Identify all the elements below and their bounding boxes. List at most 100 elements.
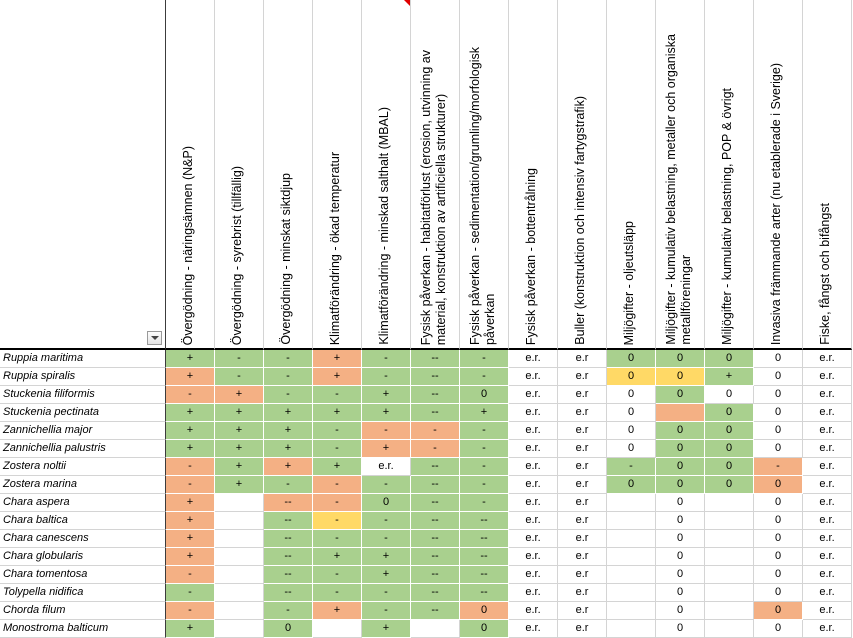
impact-cell[interactable]: + (215, 386, 264, 404)
impact-cell[interactable]: 0 (656, 350, 705, 368)
impact-cell[interactable] (215, 530, 264, 548)
impact-cell[interactable]: + (166, 548, 215, 566)
impact-cell[interactable]: 0 (656, 602, 705, 620)
impact-cell[interactable] (705, 548, 754, 566)
impact-cell[interactable]: e.r. (803, 512, 852, 530)
impact-cell[interactable]: e.r (558, 458, 607, 476)
impact-cell[interactable]: 0 (264, 620, 313, 638)
impact-cell[interactable]: - (313, 512, 362, 530)
impact-cell[interactable]: - (362, 350, 411, 368)
impact-cell[interactable]: e.r. (509, 440, 558, 458)
impact-cell[interactable]: + (166, 530, 215, 548)
impact-cell[interactable] (607, 530, 656, 548)
impact-cell[interactable]: 0 (656, 368, 705, 386)
column-header-14[interactable]: Fiske, fångst och bifångst (803, 0, 852, 350)
impact-cell[interactable]: -- (460, 584, 509, 602)
impact-cell[interactable]: + (166, 440, 215, 458)
species-name-cell[interactable]: Stuckenia filiformis (0, 386, 166, 404)
impact-cell[interactable] (215, 584, 264, 602)
impact-cell[interactable]: + (215, 404, 264, 422)
impact-cell[interactable]: - (313, 440, 362, 458)
impact-cell[interactable]: e.r. (803, 458, 852, 476)
impact-cell[interactable]: -- (411, 476, 460, 494)
impact-cell[interactable]: e.r. (509, 458, 558, 476)
column-header-3[interactable]: Övergödning - minskat siktdjup (264, 0, 313, 350)
impact-cell[interactable]: - (362, 368, 411, 386)
impact-cell[interactable]: + (362, 386, 411, 404)
impact-cell[interactable]: 0 (705, 350, 754, 368)
impact-cell[interactable]: e.r. (509, 386, 558, 404)
impact-cell[interactable]: 0 (754, 404, 803, 422)
impact-cell[interactable]: e.r (558, 350, 607, 368)
impact-cell[interactable]: -- (411, 494, 460, 512)
impact-cell[interactable]: e.r (558, 512, 607, 530)
impact-cell[interactable]: - (411, 422, 460, 440)
impact-cell[interactable]: 0 (656, 530, 705, 548)
impact-cell[interactable]: + (705, 368, 754, 386)
impact-cell[interactable]: e.r. (509, 494, 558, 512)
impact-cell[interactable]: - (460, 350, 509, 368)
impact-cell[interactable]: e.r. (509, 512, 558, 530)
column-header-2[interactable]: Övergödning - syrebrist (tillfällig) (215, 0, 264, 350)
impact-cell[interactable]: 0 (705, 386, 754, 404)
impact-cell[interactable]: -- (411, 512, 460, 530)
impact-cell[interactable]: 0 (754, 386, 803, 404)
column-header-12[interactable]: Miljögifter - kumulativ belastning, POP … (705, 0, 754, 350)
impact-cell[interactable]: e.r. (803, 440, 852, 458)
species-name-cell[interactable]: Chara aspera (0, 494, 166, 512)
species-name-cell[interactable]: Chara tomentosa (0, 566, 166, 584)
impact-cell[interactable]: e.r. (803, 476, 852, 494)
column-header-7[interactable]: Fysisk påverkan - sedimentation/grumling… (460, 0, 509, 350)
impact-cell[interactable]: - (460, 476, 509, 494)
impact-cell[interactable]: 0 (754, 476, 803, 494)
impact-cell[interactable]: e.r (558, 386, 607, 404)
impact-cell[interactable]: 0 (656, 620, 705, 638)
impact-cell[interactable]: + (313, 548, 362, 566)
species-name-cell[interactable]: Chara canescens (0, 530, 166, 548)
impact-cell[interactable]: - (313, 494, 362, 512)
impact-cell[interactable]: e.r (558, 440, 607, 458)
impact-cell[interactable]: + (215, 422, 264, 440)
impact-cell[interactable]: e.r. (803, 422, 852, 440)
impact-cell[interactable]: 0 (754, 548, 803, 566)
impact-cell[interactable]: - (362, 602, 411, 620)
impact-cell[interactable]: e.r. (362, 458, 411, 476)
impact-cell[interactable]: -- (460, 548, 509, 566)
impact-cell[interactable]: + (264, 458, 313, 476)
impact-cell[interactable] (215, 620, 264, 638)
impact-cell[interactable]: e.r. (509, 566, 558, 584)
impact-cell[interactable] (215, 494, 264, 512)
impact-cell[interactable]: 0 (754, 422, 803, 440)
impact-cell[interactable]: 0 (362, 494, 411, 512)
impact-cell[interactable]: 0 (705, 422, 754, 440)
impact-cell[interactable]: e.r. (509, 548, 558, 566)
column-header-8[interactable]: Fysisk påverkan - bottentrålning (509, 0, 558, 350)
impact-cell[interactable]: 0 (754, 566, 803, 584)
impact-cell[interactable]: - (166, 458, 215, 476)
impact-cell[interactable]: - (754, 458, 803, 476)
species-name-cell[interactable]: Monostroma balticum (0, 620, 166, 638)
impact-cell[interactable] (215, 602, 264, 620)
impact-cell[interactable]: - (362, 422, 411, 440)
species-name-cell[interactable]: Zannichellia palustris (0, 440, 166, 458)
column-header-5[interactable]: Klimatförändring - minskad salthalt (MBA… (362, 0, 411, 350)
impact-cell[interactable]: - (166, 386, 215, 404)
impact-cell[interactable]: -- (411, 602, 460, 620)
impact-cell[interactable]: -- (411, 386, 460, 404)
impact-cell[interactable]: - (460, 368, 509, 386)
impact-cell[interactable]: -- (411, 350, 460, 368)
impact-cell[interactable]: - (460, 494, 509, 512)
species-name-cell[interactable]: Chorda filum (0, 602, 166, 620)
impact-cell[interactable]: + (313, 350, 362, 368)
column-header-13[interactable]: Invasiva främmande arter (nu etablerade … (754, 0, 803, 350)
impact-cell[interactable]: + (460, 404, 509, 422)
impact-cell[interactable]: e.r. (803, 530, 852, 548)
impact-cell[interactable]: e.r. (509, 602, 558, 620)
impact-cell[interactable]: e.r (558, 548, 607, 566)
impact-cell[interactable]: 0 (754, 530, 803, 548)
impact-cell[interactable] (705, 494, 754, 512)
impact-cell[interactable]: -- (264, 584, 313, 602)
impact-cell[interactable]: e.r. (803, 566, 852, 584)
impact-cell[interactable] (656, 404, 705, 422)
impact-cell[interactable]: 0 (754, 620, 803, 638)
